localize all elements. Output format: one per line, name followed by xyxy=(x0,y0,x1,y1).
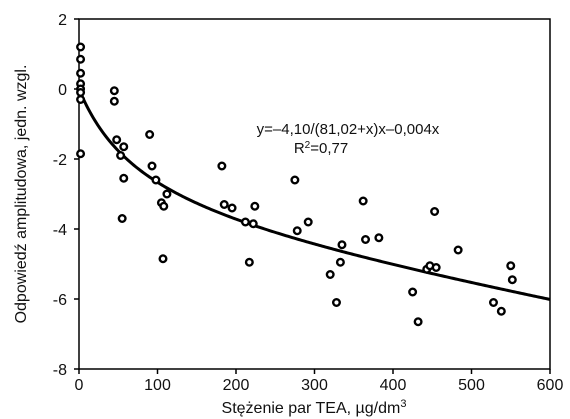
data-point xyxy=(219,199,229,209)
x-axis-title: Stężenie par TEA, µg/dm3 xyxy=(222,398,407,417)
data-point xyxy=(325,270,335,280)
data-points xyxy=(76,42,517,327)
data-point xyxy=(227,203,237,213)
x-tick-label: 0 xyxy=(75,377,84,394)
data-point xyxy=(159,201,169,211)
data-point xyxy=(290,175,300,185)
data-point xyxy=(335,257,345,267)
data-point xyxy=(112,135,122,145)
y-tick-label: -8 xyxy=(53,362,67,379)
x-tick-label: 400 xyxy=(380,377,407,394)
data-point xyxy=(109,96,119,106)
r2-annotation: R2=0,77 xyxy=(294,140,348,158)
data-point xyxy=(361,234,371,244)
data-point xyxy=(337,240,347,250)
data-point xyxy=(431,263,441,273)
data-point xyxy=(217,161,227,171)
data-point xyxy=(119,173,129,183)
data-point xyxy=(109,86,119,96)
equation-annotation: y=–4,10/(81,02+x)x–0,004x xyxy=(257,121,440,138)
data-point xyxy=(76,87,86,97)
data-point xyxy=(76,68,86,78)
y-tick-label: 0 xyxy=(58,82,67,99)
data-point xyxy=(374,233,384,243)
x-tick-label: 500 xyxy=(458,377,485,394)
data-point xyxy=(119,142,129,152)
data-point xyxy=(151,175,161,185)
data-point xyxy=(244,257,254,267)
data-point xyxy=(117,213,127,223)
data-point xyxy=(292,226,302,236)
y-tick-label: 2 xyxy=(58,12,67,29)
data-point xyxy=(331,298,341,308)
x-tick-label: 300 xyxy=(301,377,328,394)
ticks: 0 100 200 300 400 500 600 2 0 -2 -4 -6 -8 xyxy=(53,12,564,394)
y-tick-label: -2 xyxy=(53,152,67,169)
data-point xyxy=(158,254,168,264)
data-point xyxy=(453,245,463,255)
data-point xyxy=(358,196,368,206)
data-point xyxy=(76,42,86,52)
data-point xyxy=(488,298,498,308)
y-tick-label: -4 xyxy=(53,222,67,239)
data-point xyxy=(496,306,506,316)
data-point xyxy=(76,149,86,159)
y-tick-label: -6 xyxy=(53,292,67,309)
data-point xyxy=(76,94,86,104)
data-point xyxy=(507,275,517,285)
data-point xyxy=(147,161,157,171)
data-point xyxy=(145,129,155,139)
y-axis-title: Odpowiedź amplitudowa, jedn. wzgl. xyxy=(13,65,30,324)
data-point xyxy=(303,217,313,227)
data-point xyxy=(162,189,172,199)
x-tick-label: 100 xyxy=(144,377,171,394)
data-point xyxy=(250,201,260,211)
data-point xyxy=(248,219,258,229)
data-point xyxy=(240,217,250,227)
data-point xyxy=(76,54,86,64)
x-tick-label: 600 xyxy=(537,377,564,394)
x-tick-label: 200 xyxy=(223,377,250,394)
data-point xyxy=(116,150,126,160)
data-point xyxy=(430,206,440,216)
data-point xyxy=(506,261,516,271)
plot-frame xyxy=(78,18,551,370)
data-point xyxy=(408,287,418,297)
data-point xyxy=(413,317,423,327)
